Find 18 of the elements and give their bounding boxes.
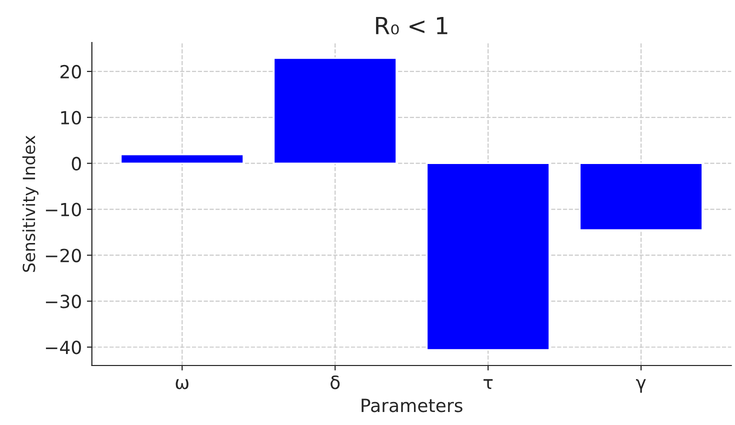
y-tick-label: −30: [46, 294, 81, 308]
bar: [120, 154, 244, 164]
x-tick-label: δ: [330, 376, 340, 390]
y-axis-title: Sensitivity Index: [22, 136, 38, 272]
y-tick-label: −20: [46, 248, 81, 262]
y-tick-label: −10: [46, 202, 81, 216]
y-tick-label: 20: [60, 64, 81, 79]
x-tick-label: γ: [636, 379, 646, 393]
y-tick-label: 10: [61, 110, 81, 125]
y-tick-label: −40: [46, 340, 81, 354]
y-tick-label: 0: [72, 156, 81, 170]
bar: [579, 162, 703, 231]
x-tick-label: ω: [176, 379, 188, 390]
bar: [273, 57, 397, 164]
bar: [426, 162, 550, 351]
x-axis-title: Parameters: [362, 398, 462, 412]
chart-title: R₀ < 1: [376, 16, 448, 34]
x-tick-label: τ: [484, 379, 493, 389]
